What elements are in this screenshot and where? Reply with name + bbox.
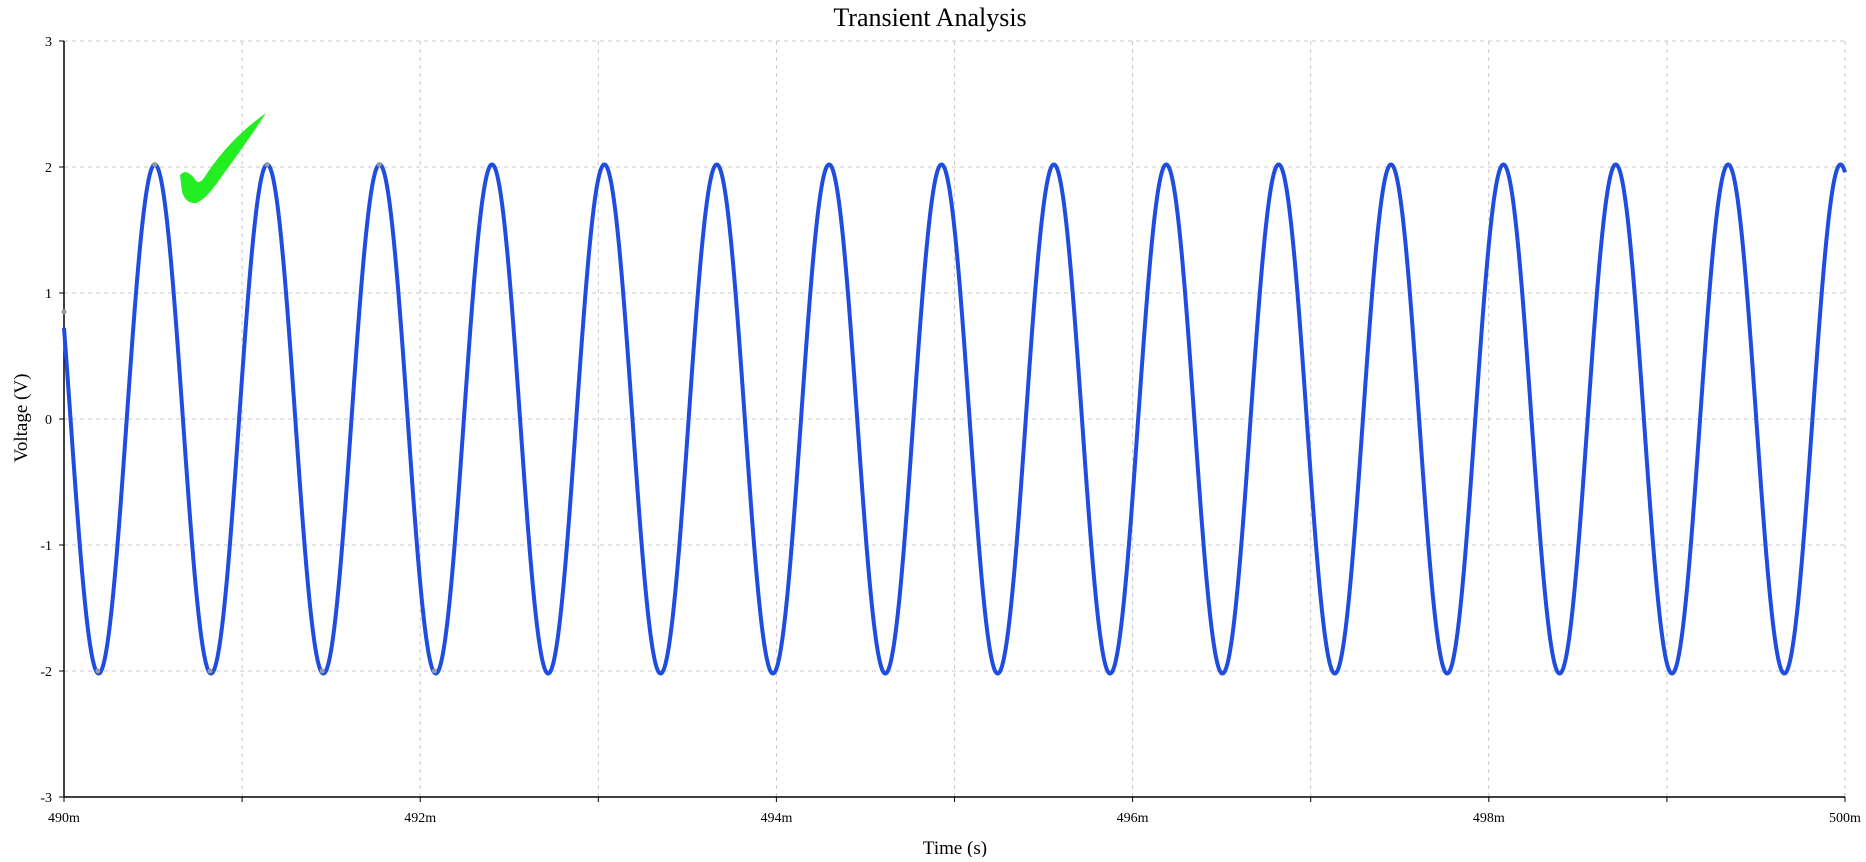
series-layer [61,161,1847,676]
series-line [62,162,1847,676]
data-point [152,161,158,167]
data-point [319,668,325,674]
data-point [376,161,382,167]
data-point [431,668,437,674]
y-axis-label: Voltage (V) [11,374,32,463]
y-tick-label: -1 [40,539,52,554]
y-tick-label: 1 [45,287,52,302]
annotation-layer [180,113,266,204]
data-point [95,668,101,674]
x-axis-label: Time (s) [923,838,987,857]
x-tick-label: 490m [48,811,80,826]
data-point [207,668,213,674]
x-tick-label: 496m [1117,811,1149,826]
y-tick-label: -2 [40,665,52,680]
tick-labels: 490m 492m 494m 496m 498m 500m -3 -2 -1 0 1 2 3 [40,35,1861,826]
grid-lines [63,40,1846,798]
checkmark-shape [180,113,266,204]
data-point [264,161,270,167]
checkmark-icon [180,113,266,204]
x-tick-label: 500m [1829,811,1861,826]
chart-title: Transient Analysis [833,3,1026,32]
x-tick-label: 492m [404,811,436,826]
x-tick-label: 494m [760,811,792,826]
data-point [61,309,67,315]
y-tick-label: 3 [45,35,52,50]
y-tick-label: 0 [45,413,52,428]
y-tick-label: -3 [40,791,52,806]
x-tick-label: 498m [1473,811,1505,826]
y-tick-label: 2 [45,161,52,176]
